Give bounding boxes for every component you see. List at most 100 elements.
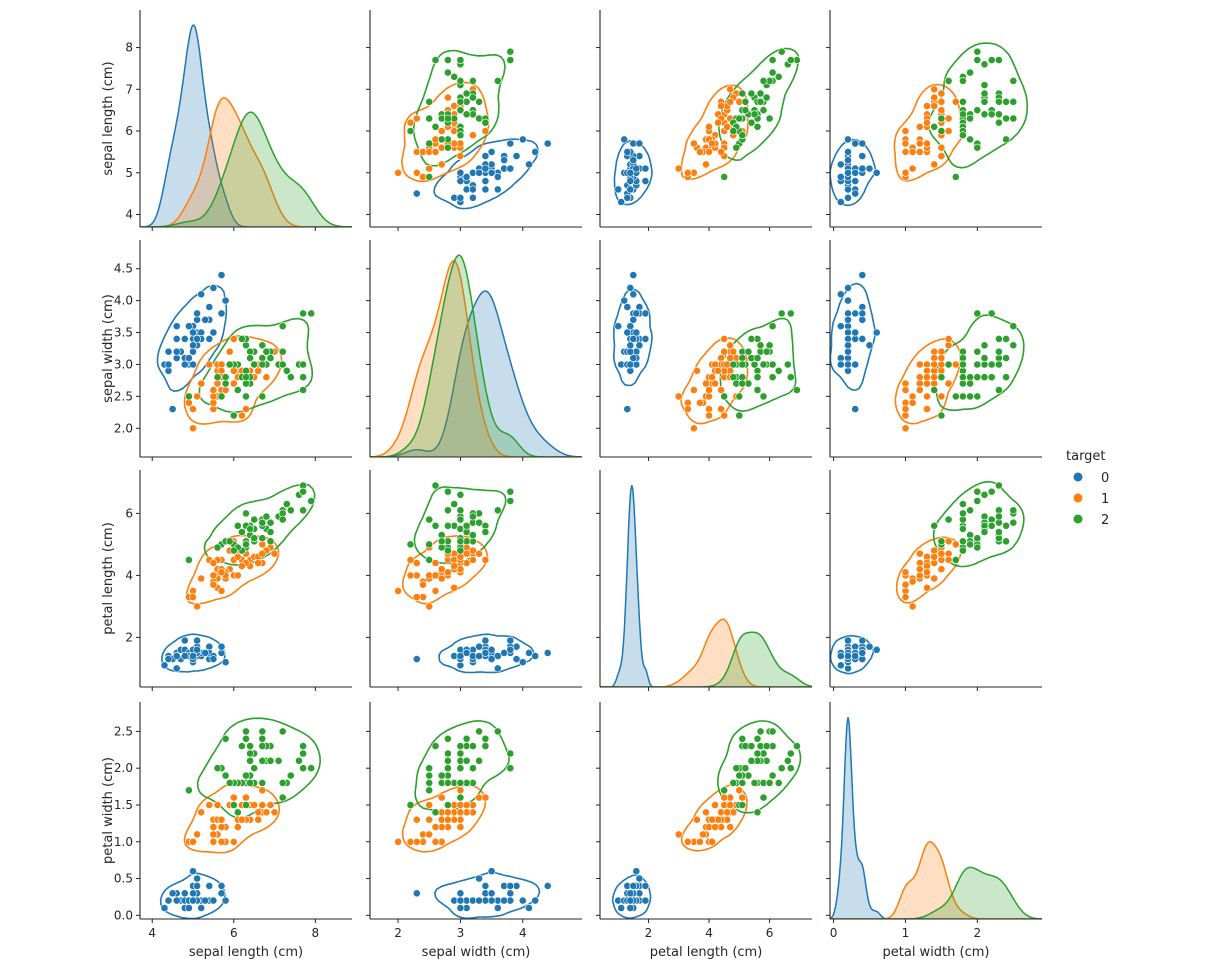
scatter-point-target-0: [481, 649, 490, 657]
scatter-point-target-1: [726, 354, 735, 362]
scatter-point-target-0: [844, 315, 852, 324]
scatter-point-target-1: [908, 147, 917, 156]
scatter-point-target-2: [299, 749, 307, 758]
scatter-point-target-0: [456, 177, 465, 185]
scatter-point-target-2: [425, 556, 434, 564]
scatter-point-target-2: [995, 347, 1003, 356]
scatter-point-target-2: [456, 779, 465, 787]
scatter-point-target-2: [980, 354, 989, 362]
scatter-point-target-2: [233, 521, 242, 530]
scatter-point-target-2: [242, 392, 250, 401]
scatter-point-target-1: [923, 583, 931, 592]
scatter-point-target-2: [741, 764, 750, 773]
scatter-point-target-2: [1009, 97, 1018, 106]
scatter-point-target-1: [456, 786, 465, 795]
scatter-point-target-0: [626, 185, 635, 194]
scatter-point-target-1: [683, 168, 692, 177]
scatter-point-target-1: [193, 830, 201, 839]
scatter-point-target-0: [189, 889, 197, 898]
panel-petal-length-vs-petal-width: [826, 470, 1042, 691]
scatter-point-target-1: [205, 360, 214, 369]
scatter-point-target-2: [735, 411, 744, 420]
kde-contour-target-2: [717, 720, 802, 814]
scatter-point-target-1: [735, 786, 744, 795]
scatter-point-target-2: [307, 309, 316, 318]
kde-line-target-2: [370, 254, 582, 457]
y-axis-label-sepal-width: sepal width (cm): [101, 294, 116, 403]
scatter-point-target-2: [959, 77, 967, 85]
scatter-point-target-1: [923, 405, 931, 413]
scatter-point-target-2: [995, 334, 1003, 343]
scatter-point-target-0: [506, 882, 515, 890]
scatter-point-target-0: [629, 315, 638, 324]
scatter-point-target-2: [299, 487, 307, 496]
scatter-point-target-0: [456, 168, 465, 177]
scatter-point-target-0: [865, 164, 874, 173]
scatter-point-target-2: [786, 373, 795, 382]
scatter-point-target-2: [966, 392, 974, 401]
scatter-point-target-2: [282, 366, 291, 375]
scatter-point-target-2: [959, 110, 967, 119]
scatter-point-target-0: [629, 156, 638, 165]
scatter-point-target-0: [858, 271, 867, 279]
scatter-point-target-1: [437, 574, 446, 583]
scatter-point-target-2: [1009, 518, 1018, 527]
y-tick-label: 2: [125, 630, 133, 644]
scatter-point-target-2: [973, 347, 982, 356]
x-tick-label: 2: [974, 926, 982, 940]
scatter-point-target-0: [629, 271, 638, 279]
scatter-point-target-2: [1002, 114, 1010, 123]
scatter-point-target-2: [221, 734, 230, 743]
scatter-point-target-2: [980, 373, 989, 382]
scatter-point-target-2: [506, 47, 515, 56]
scatter-point-target-1: [708, 837, 716, 846]
scatter-point-target-2: [462, 110, 471, 119]
scatter-point-target-2: [768, 771, 777, 780]
scatter-point-target-1: [723, 808, 732, 817]
scatter-point-target-2: [443, 521, 452, 530]
scatter-point-target-2: [959, 509, 967, 518]
y-tick-label: 4: [125, 207, 133, 221]
scatter-point-target-2: [237, 528, 246, 536]
scatter-point-target-0: [205, 334, 214, 343]
scatter-point-target-2: [980, 89, 989, 98]
legend-label-target-0: 0: [1101, 471, 1109, 486]
scatter-point-target-2: [756, 89, 765, 98]
scatter-point-target-1: [189, 424, 197, 433]
scatter-point-target-2: [1009, 506, 1018, 515]
scatter-point-target-2: [299, 506, 307, 515]
panel-sepal-width-vs-sepal-width: [366, 240, 582, 461]
scatter-point-target-0: [487, 645, 496, 654]
scatter-point-target-1: [197, 574, 206, 583]
scatter-point-target-2: [774, 366, 783, 375]
scatter-point-target-0: [641, 177, 650, 185]
scatter-point-target-1: [944, 127, 953, 135]
scatter-point-target-1: [450, 562, 459, 570]
panel-sepal-width-vs-petal-width: [826, 240, 1042, 461]
scatter-point-target-1: [693, 366, 701, 375]
x-tick-label: 0: [830, 926, 838, 940]
kde-line-target-2: [830, 866, 1042, 919]
scatter-point-target-2: [756, 727, 765, 736]
scatter-point-target-1: [425, 830, 434, 839]
scatter-point-target-0: [617, 198, 626, 206]
scatter-point-target-1: [406, 556, 415, 564]
scatter-point-target-2: [278, 322, 287, 331]
scatter-point-target-2: [299, 742, 307, 750]
scatter-point-target-2: [980, 97, 989, 106]
scatter-point-target-2: [753, 354, 762, 362]
scatter-point-target-2: [475, 518, 483, 527]
scatter-point-target-2: [973, 497, 982, 505]
scatter-point-target-2: [242, 727, 250, 736]
scatter-point-target-1: [254, 559, 263, 567]
scatter-point-target-2: [468, 77, 477, 85]
scatter-point-target-0: [500, 156, 508, 165]
scatter-point-target-1: [431, 147, 440, 156]
scatter-point-target-1: [394, 587, 402, 595]
scatter-point-target-0: [475, 168, 483, 177]
scatter-point-target-1: [908, 602, 917, 611]
scatter-point-target-0: [626, 177, 635, 185]
scatter-point-target-1: [726, 97, 735, 106]
scatter-point-target-1: [468, 546, 477, 555]
scatter-point-target-1: [901, 168, 910, 177]
